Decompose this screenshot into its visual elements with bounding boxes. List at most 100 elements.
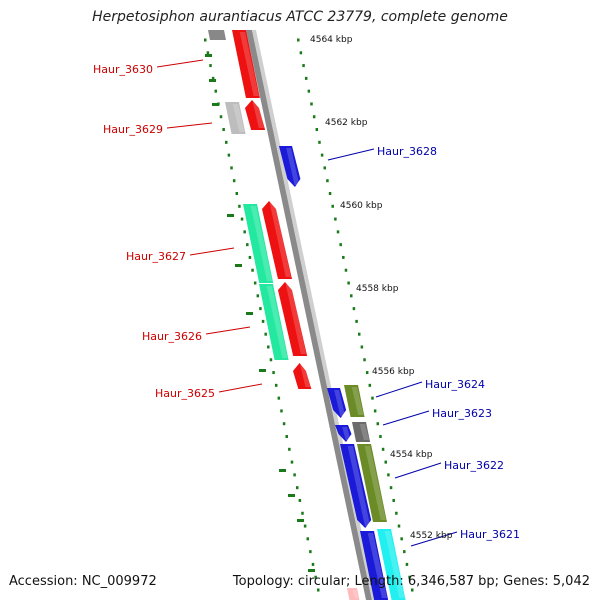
scale-label: 4564 kbp [310,35,353,45]
gene-blue-shade [342,427,351,440]
tick-dot [397,524,401,528]
tick-dot [320,153,324,157]
tick-dot [288,447,291,451]
tick-dot [297,38,300,42]
gene-red-shade [300,365,311,387]
gene-label-leader [375,381,423,398]
accession-text: Accession: NC_009972 [9,574,157,589]
tick-dot [339,243,342,247]
gene-green-shade [250,206,273,281]
tick-dot [314,575,317,579]
gene-label: Haur_3628 [377,145,437,158]
major-tick [246,312,253,315]
tick-dot [355,319,358,323]
tick-dot [400,537,403,541]
tick-dot [251,268,254,272]
tick-dot [274,383,278,387]
tick-dot [357,332,361,336]
tick-dot [269,358,273,362]
gene-label: Haur_3630 [93,63,153,76]
tick-dot [309,550,312,554]
tick-dot [315,128,319,132]
tick-dot [301,511,304,515]
tick-dot [371,396,374,400]
major-tick [235,264,242,267]
tick-dot [227,153,231,157]
gene-red [245,100,266,130]
tick-dot [235,191,239,195]
tick-dot [290,460,294,464]
gene-red-shade [285,284,307,354]
scale-label: 4562 kbp [325,118,368,128]
gene-blue-shade [367,533,388,598]
tick-dot [306,537,309,541]
gene-cyan [377,529,406,600]
tick-dot [302,64,305,68]
gene-red [232,30,260,98]
tick-dot [299,51,303,55]
gene-grey-shade [232,104,245,132]
gene-label-leader [218,383,263,393]
tick-dot [328,191,332,195]
major-tick [279,469,286,472]
gene-green [259,284,289,360]
gene-pink [347,588,360,600]
major-tick [308,569,315,572]
tick-dot [408,575,411,579]
gene-olive [344,385,365,417]
gene-grey [352,422,371,442]
tick-dot [211,76,215,80]
gene-label: Haur_3625 [155,387,215,400]
gene-cyan-shade [384,531,405,598]
tick-dot [318,140,321,144]
genome-summary-text: Topology: circular; Length: 6,346,587 bp… [232,574,590,589]
tick-dot [230,166,233,170]
tick-dot [243,230,246,234]
tick-dot [336,230,340,234]
major-tick [297,519,304,522]
gene-label: Haur_3627 [126,250,186,263]
tick-dot [381,447,385,451]
tick-dot [272,371,275,375]
gene-label: Haur_3626 [142,330,202,343]
tick-dot [342,255,345,259]
tick-dot [379,435,382,439]
gene-label-leader [382,410,430,426]
gene-label: Haur_3629 [103,123,163,136]
gene-blue [340,444,372,528]
tick-dot [389,486,393,490]
gene-labels: Haur_3630 Haur_3629 Haur_3627 Haur_3626 Haur… [93,59,520,547]
gene-grey [225,102,246,134]
major-tick [212,103,219,106]
gene-blue-shade [347,446,371,526]
tick-dot [232,179,236,183]
gene-features [225,30,406,600]
tick-marks [204,38,414,592]
major-tick [227,214,234,217]
tick-dot [295,486,299,490]
tick-dot [392,498,395,502]
gene-label-leader [166,122,213,129]
tick-dot [368,383,372,387]
tick-dot [405,562,409,566]
major-tick [259,369,266,372]
scale-label: 4560 kbp [340,201,383,211]
gene-pink-shade [352,590,359,598]
tick-dot [293,473,296,477]
backbone-line [246,30,372,600]
tick-dot [411,588,414,592]
scale-labels: 4564 kbp 4562 kbp 4560 kbp 4558 kbp 4556 kbp… [310,35,453,541]
gene-olive [357,444,387,522]
tick-dot [331,204,334,208]
tick-dot [285,435,288,439]
gene-label: Haur_3622 [444,459,504,472]
major-tick [205,54,212,57]
tick-dot [352,307,356,311]
tick-dot [259,307,262,311]
tick-dot [222,128,225,132]
gene-red-shade [269,203,291,277]
tick-dot [240,217,244,221]
tick-dot [403,550,406,554]
tick-dot [312,115,316,119]
